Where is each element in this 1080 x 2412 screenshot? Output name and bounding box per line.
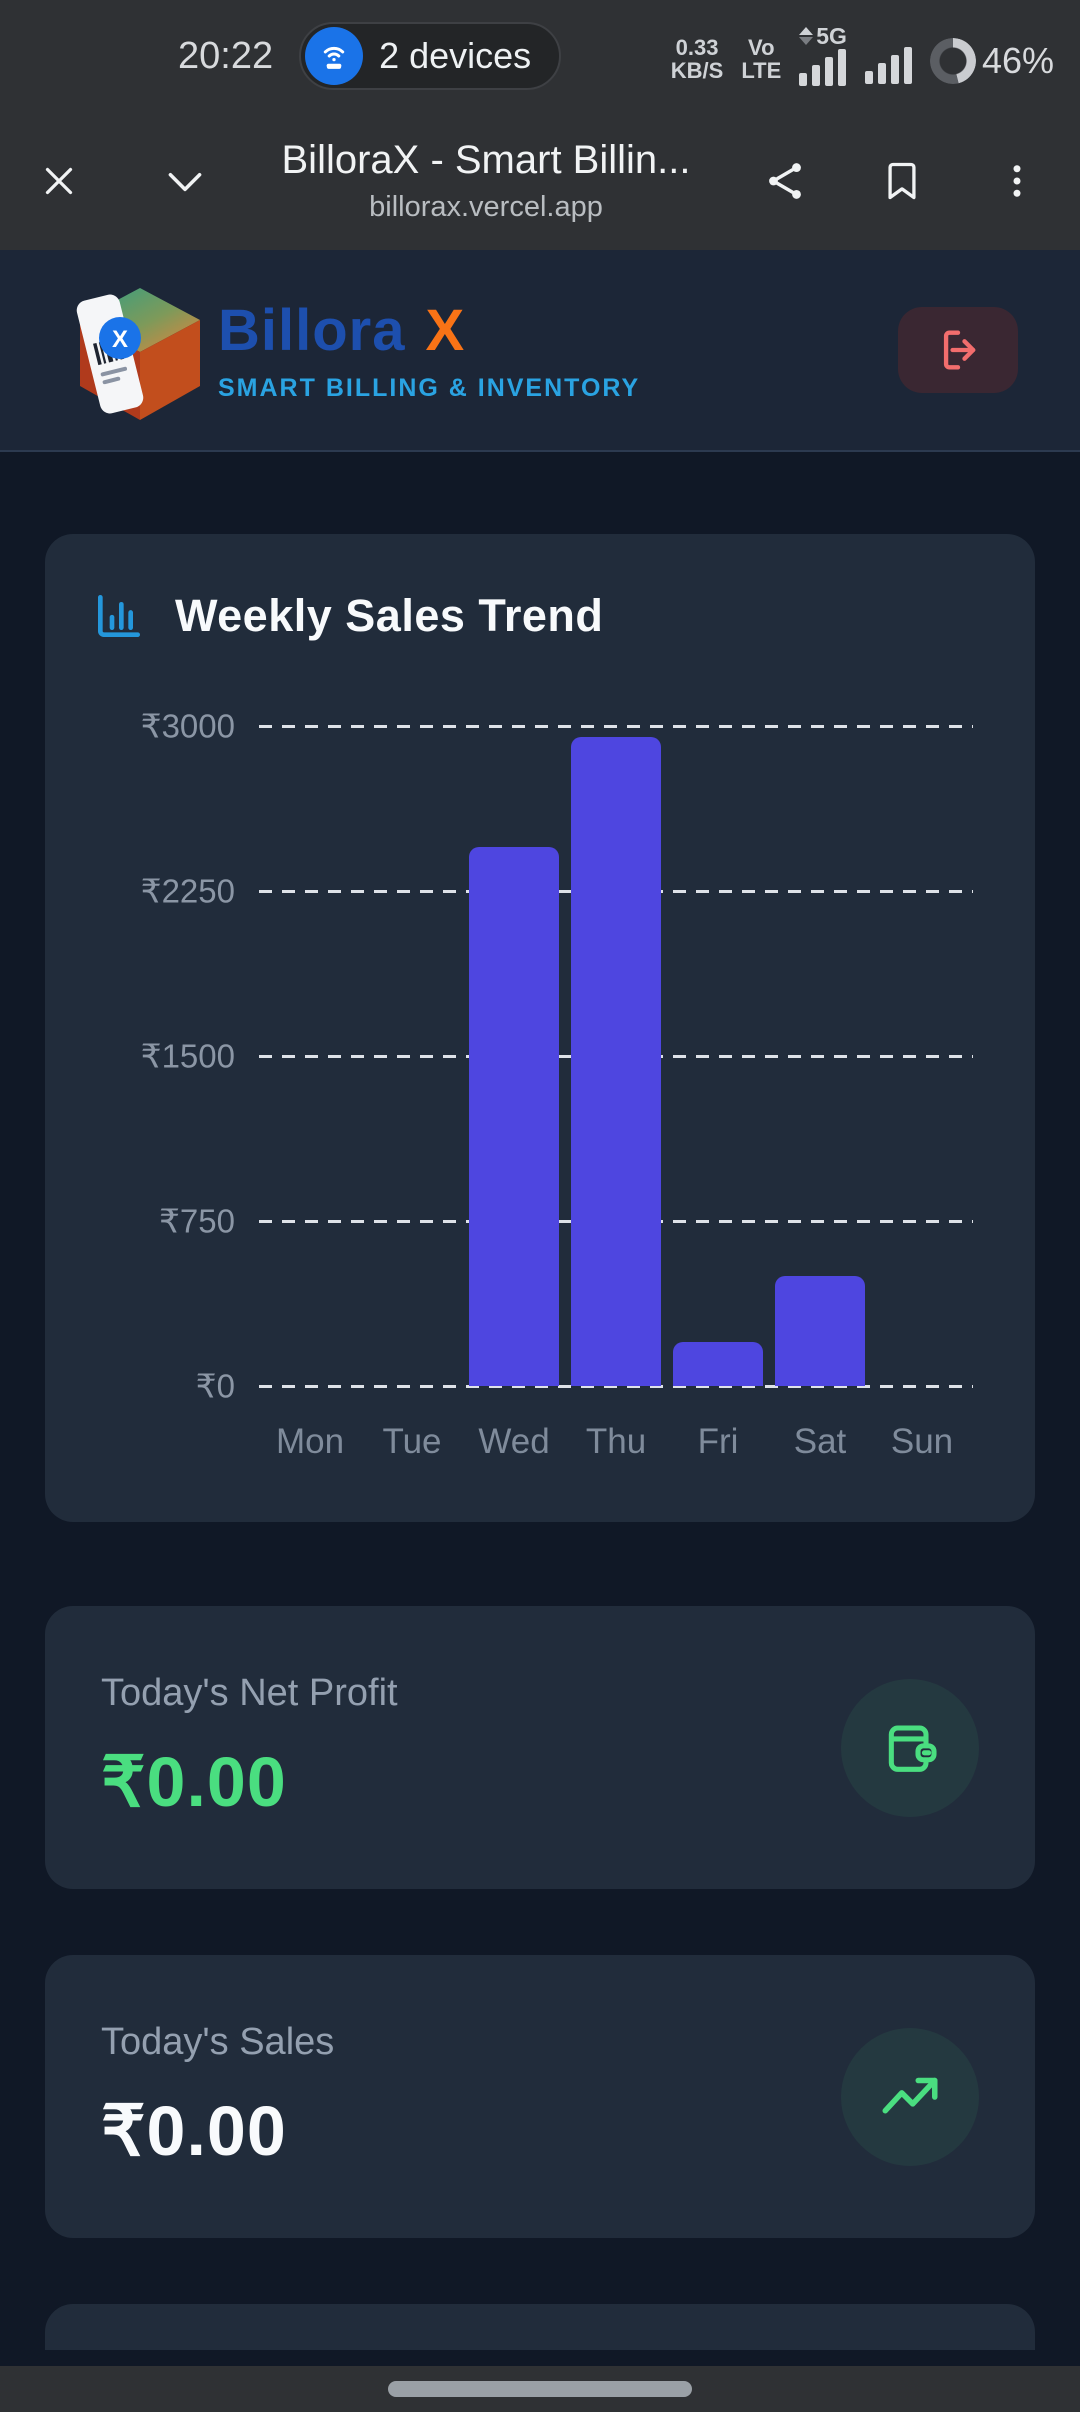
sales-label: Today's Sales: [101, 2021, 335, 2063]
bar-sat: [775, 1276, 865, 1386]
brand-text-block: Billora X SMART BILLING & INVENTORY: [218, 297, 640, 403]
y-axis-label: ₹0: [195, 1367, 235, 1405]
devices-count-label: 2 devices: [379, 35, 532, 76]
battery-percent-label: 46%: [981, 40, 1054, 81]
status-indicators: 0.33 KB/S Vo LTE 5G: [670, 23, 1054, 86]
net-profit-label: Today's Net Profit: [101, 1672, 398, 1714]
brand-suffix: X: [425, 298, 466, 363]
bar-slot-sun: [871, 726, 973, 1386]
logout-icon: [943, 330, 976, 370]
close-icon: [45, 167, 73, 195]
network-type-label: 5G: [816, 23, 847, 49]
data-arrows-icon: [799, 27, 814, 45]
status-bar: 20:22 2 devices 0.33 KB/S Vo LTE: [0, 0, 1080, 112]
share-button[interactable]: [762, 158, 808, 204]
bar-slot-tue: [361, 726, 463, 1386]
share-icon: [769, 163, 801, 199]
trending-up-icon: [882, 2077, 938, 2113]
browser-toolbar: BilloraX - Smart Billin... billorax.verc…: [0, 112, 1080, 250]
battery-indicator: 46%: [929, 38, 1054, 86]
net-profit-card: Today's Net Profit ₹0.00: [45, 1606, 1035, 1889]
net-profit-text: Today's Net Profit ₹0.00: [101, 1672, 398, 1823]
bar-slot-wed: [463, 726, 565, 1386]
more-vert-icon: [1013, 165, 1021, 197]
sales-card: Today's Sales ₹0.00: [45, 1955, 1035, 2238]
chevron-down-icon: [168, 172, 202, 192]
signal-bars-icon: [799, 49, 847, 86]
weekly-sales-chart: ₹0 ₹750 ₹1500 ₹2250 ₹3000: [91, 708, 989, 1405]
x-axis-label-sun: Sun: [890, 1422, 954, 1461]
page-title: BilloraX - Smart Billin...: [281, 138, 691, 182]
chart-ylabels: ₹0 ₹750 ₹1500 ₹2250 ₹3000: [91, 708, 259, 1405]
gesture-handle[interactable]: [388, 2381, 692, 2397]
bookmark-icon: [888, 162, 916, 200]
weekly-sales-card: Weekly Sales Trend ₹0 ₹750 ₹1500 ₹2250 ₹3000…: [45, 534, 1035, 1522]
bookmark-button[interactable]: [880, 159, 924, 203]
y-axis-label: ₹2250: [140, 872, 235, 910]
gesture-nav-bar: [0, 2366, 1080, 2412]
next-card-partial: [45, 2304, 1035, 2350]
x-axis-label-fri: Fri: [697, 1422, 739, 1461]
clock: 20:22: [178, 34, 274, 77]
bar-slot-thu: [565, 726, 667, 1386]
hotspot-devices-pill[interactable]: 2 devices: [299, 22, 562, 90]
bars-layer: [259, 726, 973, 1386]
brand-tagline: SMART BILLING & INVENTORY: [218, 374, 641, 402]
collapse-button[interactable]: [160, 156, 210, 206]
wallet-icon: [888, 1724, 937, 1772]
bar-fri: [673, 1342, 763, 1386]
bar-slot-mon: [259, 726, 361, 1386]
bar-thu: [571, 737, 661, 1386]
billora-logo: X: [62, 274, 212, 426]
y-axis-label: ₹1500: [140, 1037, 235, 1075]
chart-title: Weekly Sales Trend: [175, 590, 604, 641]
app-header: X Billora X SMART BILLING & INVENTORY: [0, 250, 1080, 452]
y-axis-label: ₹3000: [140, 707, 235, 745]
x-axis-label-thu: Thu: [585, 1422, 647, 1461]
brand-name: Billora: [218, 298, 406, 363]
gridline-0: [259, 1384, 973, 1388]
svg-text:X: X: [112, 326, 128, 353]
x-axis-label-tue: Tue: [382, 1422, 442, 1461]
page-url: billorax.vercel.app: [369, 191, 603, 223]
logout-button[interactable]: [898, 307, 1018, 393]
bar-wed: [469, 847, 559, 1386]
volte-indicator: Vo LTE: [741, 35, 782, 83]
gridline-3000: [259, 724, 973, 728]
browser-menu-button[interactable]: [996, 160, 1038, 202]
bar-slot-fri: [667, 726, 769, 1386]
sales-icon-circle: [841, 2027, 979, 2166]
dashboard-content: Weekly Sales Trend ₹0 ₹750 ₹1500 ₹2250 ₹3000…: [0, 452, 1080, 2350]
y-axis-label: ₹750: [158, 1202, 235, 1240]
net-profit-value: ₹0.00: [101, 1743, 287, 1821]
chart-plot: [259, 724, 973, 1388]
close-tab-button[interactable]: [36, 158, 82, 204]
sales-text: Today's Sales ₹0.00: [101, 2021, 334, 2172]
sales-value: ₹0.00: [101, 2092, 287, 2170]
net-profit-icon-circle: [841, 1678, 979, 1817]
bar-chart-icon: [98, 595, 141, 637]
signal-sim1: 5G: [799, 23, 847, 86]
page-title-block[interactable]: BilloraX - Smart Billin... billorax.verc…: [210, 138, 762, 224]
chart-xlabels: Mon Tue Wed Thu Fri Sat Sun: [259, 1422, 973, 1462]
x-axis-label-wed: Wed: [478, 1422, 550, 1461]
network-speed-indicator: 0.33 KB/S: [670, 35, 724, 83]
hotspot-icon: [305, 27, 364, 85]
bar-slot-sat: [769, 726, 871, 1386]
signal-sim2: [864, 44, 912, 86]
battery-ring-icon: [929, 38, 976, 84]
signal-bars-icon: [864, 47, 912, 84]
x-axis-label-sat: Sat: [793, 1422, 847, 1461]
x-axis-label-mon: Mon: [275, 1422, 345, 1461]
